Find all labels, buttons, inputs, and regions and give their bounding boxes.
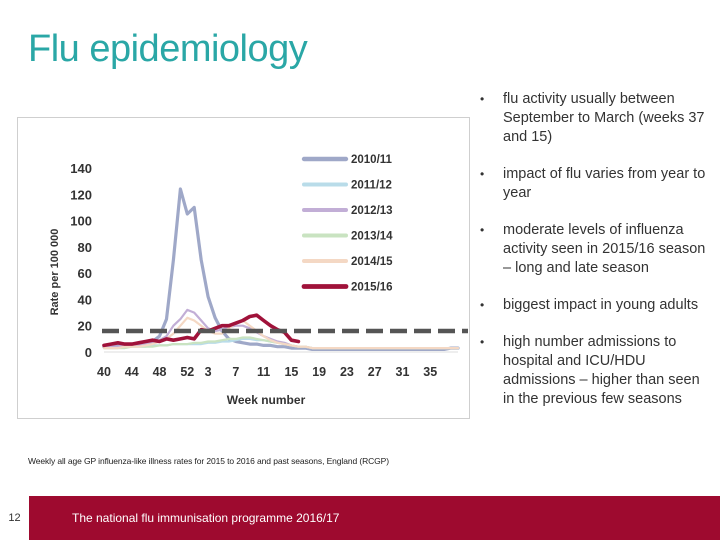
bullet-item: • high number admissions to hospital and … [478,333,714,409]
bullet-text: moderate levels of influenza activity se… [503,222,706,276]
legend-label: 2010/11 [351,154,393,166]
y-tick-label: 40 [78,292,92,307]
bullet-marker: • [480,298,485,312]
x-tick-label: 3 [205,365,212,379]
y-tick-label: 100 [70,214,92,229]
slide-title: Flu epidemiology [28,28,308,70]
footer-text: The national flu immunisation programme … [72,511,340,525]
bullet-text: high number admissions to hospital and I… [503,334,700,407]
x-tick-label: 23 [340,365,354,379]
y-tick-label: 60 [78,266,92,281]
line-chart: 0 20 40 60 80 100 120 140 40 44 48 52 3 7 11 15 19 23 27 31… [49,154,468,407]
x-tick-label: 11 [257,365,270,379]
bullet-item: • impact of flu varies from year to year [478,165,714,203]
y-axis-title: Rate per 100 000 [49,229,61,316]
series-line-2010-11 [102,187,460,351]
legend-label: 2013/14 [351,231,393,243]
x-tick-label: 15 [284,365,298,379]
legend-label: 2014/15 [351,256,393,268]
bullet-text: impact of flu varies from year to year [503,166,706,201]
y-tick-label: 80 [78,240,92,255]
bullet-text: flu activity usually between September t… [503,91,705,145]
bullet-marker: • [480,167,485,181]
bullet-list: • flu activity usually between September … [478,90,714,427]
bullet-item: • moderate levels of influenza activity s… [478,221,714,278]
chart-caption: Weekly all age GP influenza-like illness… [28,456,389,466]
x-tick-label: 27 [368,365,382,379]
bullet-item: • flu activity usually between September … [478,90,714,147]
bullet-item: • biggest impact in young adults [478,296,714,315]
x-tick-label: 31 [396,365,410,379]
y-tick-label: 120 [70,187,92,202]
y-tick-label: 20 [78,319,92,334]
y-tick-label: 140 [70,161,92,176]
x-tick-label: 19 [312,365,326,379]
x-tick-label: 52 [180,365,194,379]
x-tick-label: 7 [232,365,239,379]
x-tick-label: 40 [97,365,111,379]
bullet-text: biggest impact in young adults [503,297,699,313]
bullet-marker: • [480,92,485,106]
flu-rate-chart: 0 20 40 60 80 100 120 140 40 44 48 52 3 7 11 15 19 23 27 31… [17,117,470,419]
footer-bar: 12 The national flu immunisation program… [0,496,720,540]
bullet-marker: • [480,223,485,237]
slide-number: 12 [0,496,29,540]
legend-label: 2011/12 [351,180,392,192]
x-axis-title: Week number [227,393,306,407]
x-tick-label: 44 [125,365,139,379]
x-tick-label: 35 [423,365,437,379]
bullet-marker: • [480,335,485,349]
legend-label: 2012/13 [351,205,393,217]
y-tick-label: 0 [85,345,92,360]
x-tick-label: 48 [153,365,167,379]
legend-label: 2015/16 [351,282,393,294]
